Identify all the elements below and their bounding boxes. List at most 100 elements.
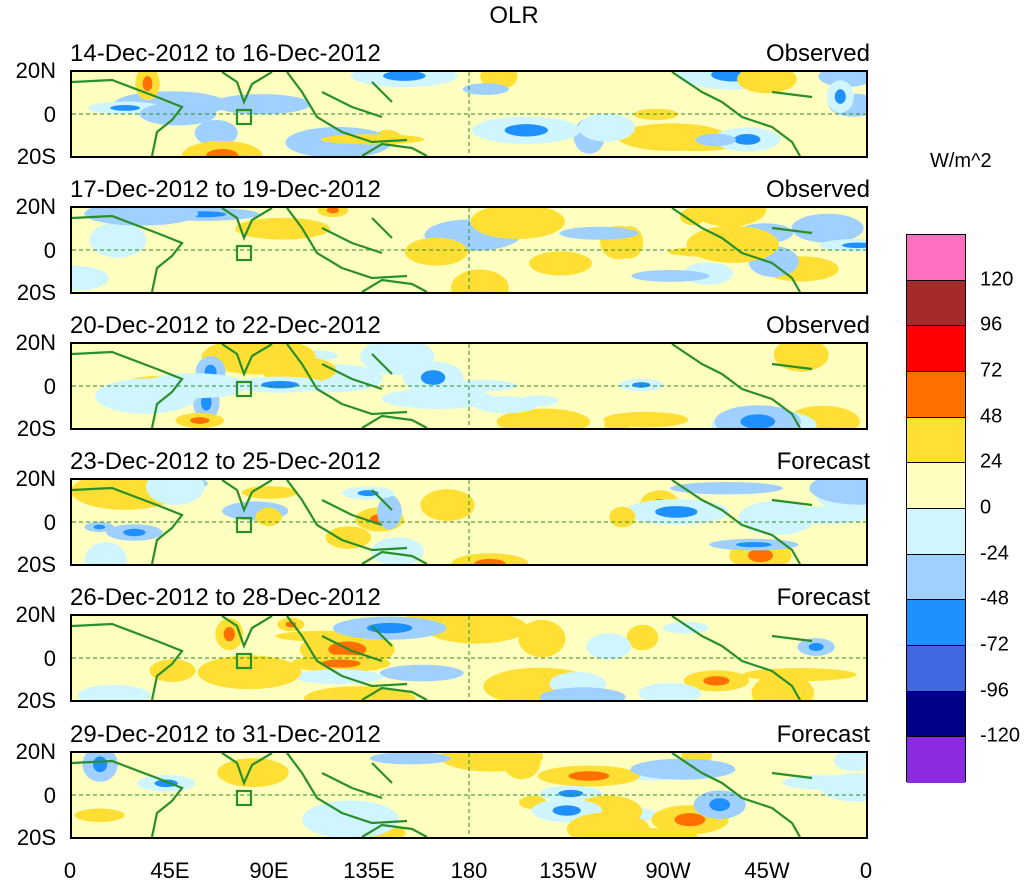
lat-label: 0 xyxy=(43,646,56,671)
anomaly-blob xyxy=(586,633,632,660)
anomaly-core xyxy=(93,524,106,530)
colorbar-tick-label: -48 xyxy=(980,587,1009,610)
colorbar-swatch xyxy=(907,371,965,418)
anomaly-blob xyxy=(255,507,282,527)
colorbar-tick-label: -72 xyxy=(980,633,1009,656)
anomaly-blob xyxy=(89,222,147,258)
coastline-africa xyxy=(72,759,184,837)
colorbar-swatch xyxy=(907,600,965,646)
anomaly-blob xyxy=(451,553,529,564)
anomaly-blob xyxy=(149,659,196,682)
coastline-india xyxy=(221,208,273,241)
anomaly-blob xyxy=(194,120,238,146)
anomaly-blob xyxy=(197,655,302,690)
coastline-india xyxy=(221,344,273,377)
lat-label: 20N xyxy=(15,602,56,627)
coastline-australia xyxy=(361,414,428,428)
anomaly-core xyxy=(123,528,146,537)
lat-label: 0 xyxy=(43,510,56,535)
anomaly-blob xyxy=(95,378,197,414)
lon-label: 135W xyxy=(539,858,597,883)
anomaly-blob xyxy=(782,775,865,790)
colorbar-tick-label: -96 xyxy=(980,679,1009,702)
anomaly-blob xyxy=(751,674,814,700)
anomaly-blob xyxy=(578,113,635,142)
lat-label: 0 xyxy=(43,374,56,399)
lon-label: 90E xyxy=(249,858,289,883)
olr-anomaly-map xyxy=(70,342,868,430)
coastline-africa xyxy=(72,486,184,564)
anomaly-core xyxy=(420,370,446,385)
anomaly-blob xyxy=(235,217,330,240)
box-region xyxy=(235,244,253,262)
panel-date-range: 20-Dec-2012 to 22-Dec-2012 xyxy=(70,312,381,339)
lat-label: 20S xyxy=(16,416,56,441)
olr-anomaly-map xyxy=(70,70,868,158)
anomaly-blob xyxy=(462,83,509,95)
colorbar-swatch xyxy=(907,417,965,464)
anomaly-core xyxy=(142,76,153,92)
olr-anomaly-map xyxy=(70,751,868,839)
panel-date-range: 29-Dec-2012 to 31-Dec-2012 xyxy=(70,721,381,748)
anomaly-core xyxy=(842,242,866,249)
lon-label: 135E xyxy=(343,858,395,883)
anomaly-blob xyxy=(529,251,592,276)
anomaly-core xyxy=(383,72,426,81)
coastline-americas xyxy=(671,753,813,837)
panel-date-range: 14-Dec-2012 to 16-Dec-2012 xyxy=(70,40,381,67)
anomaly-blob xyxy=(790,506,866,524)
anomaly-blob xyxy=(737,72,797,94)
anomaly-blob xyxy=(424,616,528,644)
lat-label: 20S xyxy=(16,688,56,713)
anomaly-blob xyxy=(603,411,689,428)
coastline-maritime xyxy=(286,72,408,144)
anomaly-blob xyxy=(669,482,784,495)
coastline-australia xyxy=(361,278,428,292)
anomaly-core xyxy=(206,149,239,156)
panel-date-range: 23-Dec-2012 to 25-Dec-2012 xyxy=(70,448,381,475)
anomaly-core xyxy=(733,134,761,145)
coastline-americas xyxy=(671,208,813,292)
anomaly-core xyxy=(568,771,610,781)
coastline-americas xyxy=(671,480,813,564)
coastline-india xyxy=(221,616,273,649)
lat-label: 20N xyxy=(15,466,56,491)
coastline-maritime xyxy=(286,616,408,688)
anomaly-core xyxy=(740,414,776,428)
anomaly-blob xyxy=(686,225,779,263)
anomaly-core xyxy=(808,643,824,651)
anomaly-blob xyxy=(84,208,199,226)
anomaly-blob xyxy=(626,624,659,651)
anomaly-blob xyxy=(381,388,496,409)
anomaly-blob xyxy=(609,506,636,528)
lat-label: 20S xyxy=(16,825,56,850)
lon-label: 0 xyxy=(63,858,77,883)
colorbar-swatch xyxy=(907,235,965,281)
lon-label: 90W xyxy=(645,858,691,883)
anomaly-core xyxy=(552,805,581,816)
coastline-australia xyxy=(361,550,428,564)
coastline-maritime xyxy=(286,753,408,825)
olr-anomaly-map xyxy=(70,478,868,566)
coastline-americas xyxy=(671,72,813,156)
anomaly-core xyxy=(326,208,339,214)
anomaly-core xyxy=(261,381,299,389)
olr-anomaly-map xyxy=(70,206,868,294)
anomaly-blob xyxy=(211,94,311,115)
colorbar-tick-label: -120 xyxy=(980,724,1021,747)
colorbar-swatch xyxy=(907,645,965,692)
lon-label: 180 xyxy=(450,858,488,883)
anomaly-blob xyxy=(369,753,451,765)
anomaly-blob xyxy=(293,669,384,685)
anomaly-core xyxy=(736,542,772,548)
anomaly-blob xyxy=(302,800,399,837)
colorbar-tick-label: 24 xyxy=(980,450,1003,473)
anomaly-blob xyxy=(377,494,402,530)
anomaly-blob xyxy=(691,208,767,227)
anomaly-blob xyxy=(404,237,468,266)
anomaly-core xyxy=(748,548,773,563)
coastline-americas xyxy=(671,616,813,700)
anomaly-blob xyxy=(738,500,816,535)
colorbar-tick-label: 120 xyxy=(980,268,1014,291)
longitude-axis: 0 45E 90E 135E 180 135W 90W 45W 0 xyxy=(0,858,900,888)
